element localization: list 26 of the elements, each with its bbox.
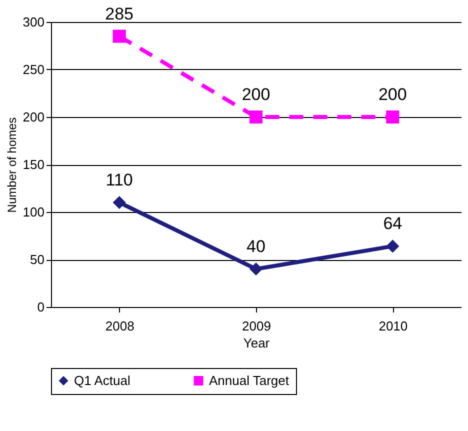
point <box>386 240 400 253</box>
point <box>112 196 126 210</box>
x-axis-title: Year <box>243 336 270 350</box>
y-axis-title: Number of homes <box>4 117 19 213</box>
legend-label: Annual Target <box>209 372 290 388</box>
point <box>386 110 400 124</box>
y-tick-label: 250 <box>22 62 44 77</box>
y-tick-label: 50 <box>30 252 44 267</box>
x-tick-label: 2009 <box>242 318 271 334</box>
x-tick-label: 2008 <box>105 318 134 334</box>
y-tick-label: 150 <box>22 157 44 172</box>
data-label: 40 <box>246 237 266 256</box>
data-label: 64 <box>383 214 402 234</box>
data-label: 285 <box>105 4 134 24</box>
data-label: 200 <box>378 85 407 104</box>
y-tick-label: 300 <box>22 14 44 30</box>
point <box>249 262 263 276</box>
point <box>112 30 126 43</box>
y-tick-label: 200 <box>22 110 44 124</box>
y-tick-label: 0 <box>37 300 44 314</box>
legend-label: Q1 Actual <box>74 372 130 388</box>
point <box>249 110 263 124</box>
y-tick-label: 100 <box>22 204 44 220</box>
data-label: 110 <box>106 170 133 190</box>
x-tick-label: 2010 <box>378 318 408 334</box>
data-label: 200 <box>242 85 270 104</box>
